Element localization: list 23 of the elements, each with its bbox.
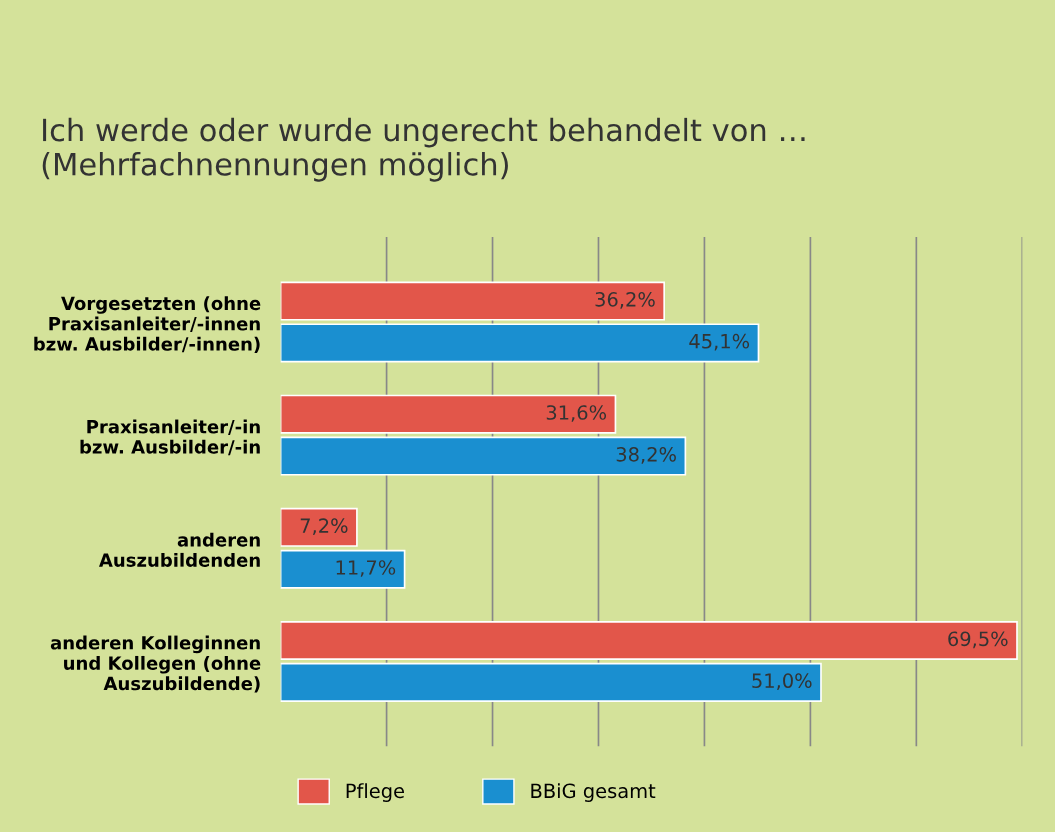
- data-label: 45,1%: [689, 333, 750, 351]
- bar: [280, 436, 687, 476]
- bar: [280, 281, 666, 321]
- chart-title: Ich werde oder wurde ungerecht behandelt von … (Mehrfachnennungen möglich): [42, 117, 805, 182]
- data-label: 36,2%: [595, 291, 655, 309]
- data-label: 31,6%: [546, 405, 607, 422]
- data-label: 7,2%: [300, 518, 348, 535]
- bar: [280, 621, 1018, 661]
- data-label: 11,7%: [336, 560, 396, 577]
- data-label: 69,5%: [948, 631, 1008, 649]
- data-label: 51,0%: [752, 673, 812, 690]
- bar: [280, 394, 617, 434]
- bar: [280, 507, 358, 547]
- y-tick-label: anderen Auszubildenden: [98, 532, 260, 567]
- y-tick-label: Praxisanleiter/-in bzw. Ausbilder/-in: [80, 419, 260, 456]
- bar: [280, 662, 822, 702]
- bar: [280, 549, 406, 589]
- y-tick-label: anderen Kolleginnen und Kollegen (ohne Auszubildende): [50, 635, 261, 693]
- data-label: 38,2%: [616, 447, 676, 464]
- legend-label: BBiG gesamt: [531, 783, 656, 802]
- legend-label: Pflege: [346, 783, 404, 802]
- bar: [280, 323, 760, 363]
- y-tick-label: Vorgesetzten (ohne Praxisanleiter/-innen bzw. Ausbilder/-innen): [34, 296, 261, 353]
